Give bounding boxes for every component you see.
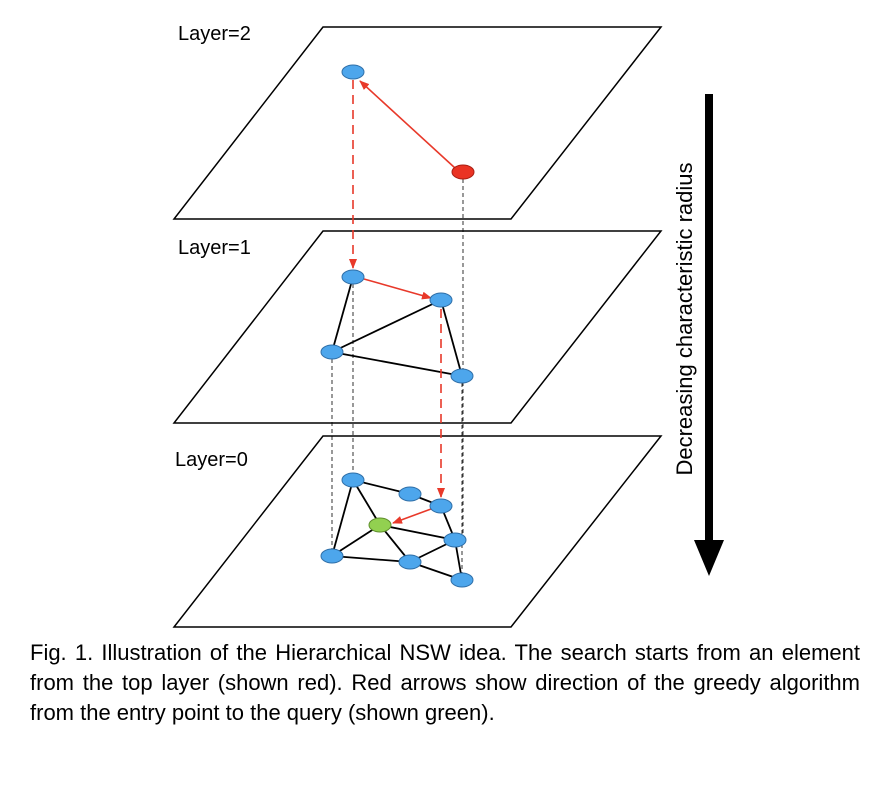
layer-1-node — [320, 344, 344, 360]
radius-axis-label: Decreasing characteristic radius — [672, 162, 697, 475]
layer-0-edges — [331, 479, 463, 581]
layer-0-node — [320, 548, 344, 564]
layer-0-label: Layer=0 — [175, 449, 248, 471]
arrow-to-query — [392, 508, 432, 524]
query-node — [368, 517, 392, 533]
layer-1-edges — [331, 276, 463, 377]
radius-direction-arrow — [694, 94, 724, 576]
layer-0-plane — [172, 435, 663, 628]
layer-0-node — [398, 486, 422, 502]
layer-0-node — [429, 498, 453, 514]
entry-point-node — [451, 164, 475, 180]
layer-1-node — [450, 368, 474, 384]
arrow-entry-to-layer2-node — [359, 80, 456, 169]
layer-0-node — [398, 554, 422, 570]
hnsw-diagram: Layer=2 Layer=1 Layer=0 — [172, 23, 724, 628]
layer-1-node — [341, 269, 365, 285]
layer-1-node — [429, 292, 453, 308]
layer-2-node — [341, 64, 365, 80]
layer-1-plane — [172, 230, 663, 424]
layer-0-node — [450, 572, 474, 588]
layer-2-label: Layer=2 — [178, 23, 251, 45]
figure-caption: Fig. 1. Illustration of the Hierarchical… — [30, 640, 860, 725]
layer-2-plane — [172, 26, 663, 220]
layer-0-node — [341, 472, 365, 488]
projection-lines — [331, 172, 464, 580]
layer-1-label: Layer=1 — [178, 237, 251, 259]
search-path-arrows — [349, 80, 456, 524]
arrow-layer1-greedy-step — [363, 278, 432, 300]
layer-0-node — [443, 532, 467, 548]
